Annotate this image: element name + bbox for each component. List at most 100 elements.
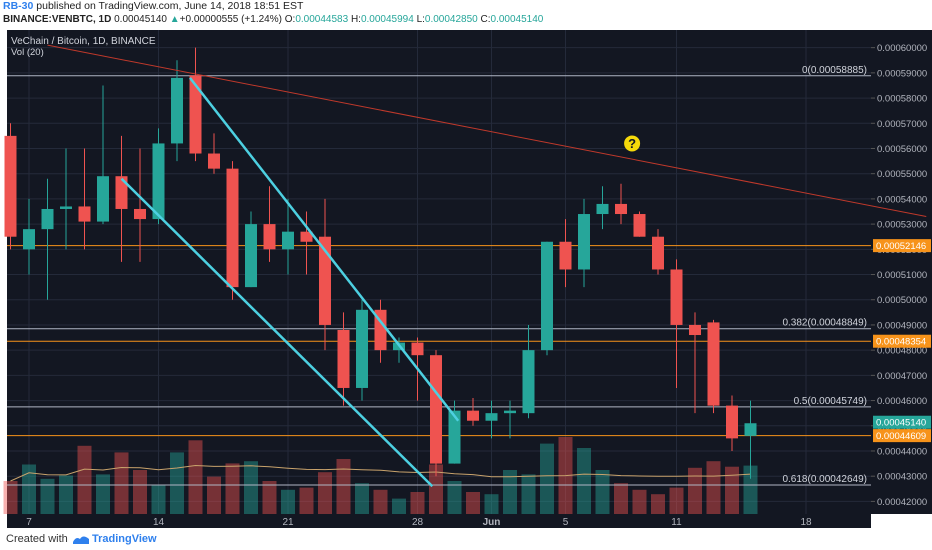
candle-body bbox=[541, 241, 553, 351]
publish-text: published on TradingView.com, June 14, 2… bbox=[36, 0, 304, 12]
volume-bar bbox=[244, 461, 258, 514]
question-annotation[interactable]: ? bbox=[624, 135, 641, 152]
time-tick-label: 28 bbox=[412, 517, 424, 528]
level-0618-label: 0.618(0.00042649) bbox=[782, 474, 867, 485]
volume-bar bbox=[373, 489, 388, 514]
time-axis-labels: 7 14 21 28 Jun 5 11 18 bbox=[26, 517, 812, 528]
candle-body bbox=[559, 241, 572, 270]
price-tick-label: 0.00051000 bbox=[877, 270, 927, 281]
question-icon bbox=[624, 135, 641, 152]
volume-bar bbox=[170, 452, 184, 514]
volume-bar bbox=[133, 470, 147, 514]
volume-bar bbox=[318, 472, 332, 514]
price-tick-label: 0.00049000 bbox=[877, 320, 927, 331]
symbol-label: BINANCE:VENBTC, 1D bbox=[3, 14, 112, 25]
candle-body bbox=[615, 203, 627, 215]
volume-bar bbox=[429, 464, 443, 514]
close-value: 0.00045140 bbox=[490, 14, 544, 25]
price-tick-label: 0.00059000 bbox=[877, 68, 927, 79]
price-tick-label: 0.00053000 bbox=[877, 220, 927, 231]
candle-body bbox=[596, 203, 609, 215]
ohlc-bar: BINANCE:VENBTC, 1D 0.00045140 ▲+0.000005… bbox=[0, 13, 932, 27]
candle-body bbox=[78, 206, 91, 222]
candle-body bbox=[430, 355, 442, 464]
time-tick-label: 7 bbox=[26, 517, 32, 528]
volume-bar bbox=[225, 463, 240, 514]
volume-bar bbox=[40, 478, 55, 514]
volume-bar bbox=[669, 487, 684, 514]
price-tag bbox=[873, 239, 931, 253]
time-tick-label: 11 bbox=[671, 517, 682, 528]
volume-bar bbox=[632, 489, 647, 514]
level-05-label: 0.5(0.00045749) bbox=[794, 396, 867, 407]
candle-body bbox=[504, 410, 516, 414]
volume-bar bbox=[595, 470, 610, 514]
candle-body bbox=[578, 214, 590, 270]
price-tick-label: 0.00047000 bbox=[877, 371, 927, 382]
price-tick-label: 0.00057000 bbox=[877, 119, 927, 130]
candle-body bbox=[744, 423, 757, 436]
candle-body bbox=[670, 269, 683, 325]
time-tick-label: 14 bbox=[153, 517, 165, 528]
candle-body bbox=[4, 135, 17, 237]
price-tick-label: 0.00058000 bbox=[877, 94, 927, 105]
candle-body bbox=[134, 208, 146, 220]
publish-info-bar: RB-30 published on TradingView.com, June… bbox=[0, 0, 932, 13]
volume-bar bbox=[355, 483, 369, 514]
candle-body bbox=[337, 329, 350, 388]
volume-bar bbox=[3, 481, 18, 514]
candle-body bbox=[189, 75, 202, 154]
chart-title: VeChain / Bitcoin, 1D, BINANCE bbox=[11, 36, 156, 47]
time-tick-label: 18 bbox=[800, 517, 812, 528]
volume-bar bbox=[484, 494, 499, 514]
low-label: L: bbox=[416, 14, 425, 25]
volume-bar bbox=[706, 461, 721, 514]
price-tick-label: 0.00042000 bbox=[877, 497, 927, 508]
volume-bar bbox=[540, 443, 554, 514]
high-label: H: bbox=[350, 14, 361, 25]
question-mark: ? bbox=[628, 136, 636, 151]
price-tick-label: 0.00046000 bbox=[877, 396, 927, 407]
time-axis[interactable] bbox=[7, 514, 871, 528]
volume-bar bbox=[188, 440, 203, 514]
volume-bar bbox=[151, 485, 166, 514]
change-up-icon: ▲ bbox=[169, 14, 180, 25]
volume-bar bbox=[503, 470, 517, 514]
volume-ma-line bbox=[10, 464, 751, 482]
volume-bar bbox=[77, 445, 92, 514]
price-tick-label: 0.00054000 bbox=[877, 194, 927, 205]
candle-body bbox=[319, 236, 331, 325]
candle-body bbox=[652, 236, 664, 270]
time-tick-label: 5 bbox=[563, 517, 569, 528]
high-value: 0.00045994 bbox=[360, 14, 414, 25]
volume-bar bbox=[207, 476, 221, 514]
volume-bar bbox=[96, 474, 110, 514]
candle-body bbox=[522, 350, 535, 414]
volume-bar bbox=[281, 489, 295, 514]
low-value: 0.00042850 bbox=[424, 14, 478, 25]
price-tag bbox=[873, 415, 931, 429]
price-tick-label: 0.00060000 bbox=[877, 43, 927, 54]
change-value: +0.00000555 (+1.24%) bbox=[179, 14, 282, 25]
price-chart[interactable]: 0(0.00058885) 0.382(0.00048849) 0.5(0.0004… bbox=[0, 28, 932, 528]
price-tag-label: 0.00052146 bbox=[876, 241, 926, 252]
volume-bar bbox=[299, 487, 314, 514]
candle-body bbox=[208, 153, 220, 169]
tradingview-logo-icon[interactable] bbox=[72, 533, 90, 545]
price-tick-label: 0.00055000 bbox=[877, 169, 927, 180]
candle-body bbox=[152, 143, 165, 220]
candles bbox=[4, 47, 757, 479]
author-name[interactable]: RB-30 bbox=[3, 0, 34, 12]
time-tick-label: Jun bbox=[483, 517, 501, 528]
close-label: C: bbox=[480, 14, 491, 25]
volume-bar bbox=[577, 448, 591, 514]
price-tick-label: 0.00056000 bbox=[877, 144, 927, 155]
candle-body bbox=[171, 77, 183, 144]
channel-upper bbox=[188, 77, 460, 422]
created-with-text: Created with bbox=[6, 533, 68, 545]
volume-bar bbox=[466, 492, 480, 514]
price-tag-label: 0.00044609 bbox=[876, 431, 926, 442]
candle-body bbox=[282, 231, 294, 250]
tradingview-brand-link[interactable]: TradingView bbox=[92, 533, 157, 545]
price-tick-label: 0.00048000 bbox=[877, 346, 927, 357]
